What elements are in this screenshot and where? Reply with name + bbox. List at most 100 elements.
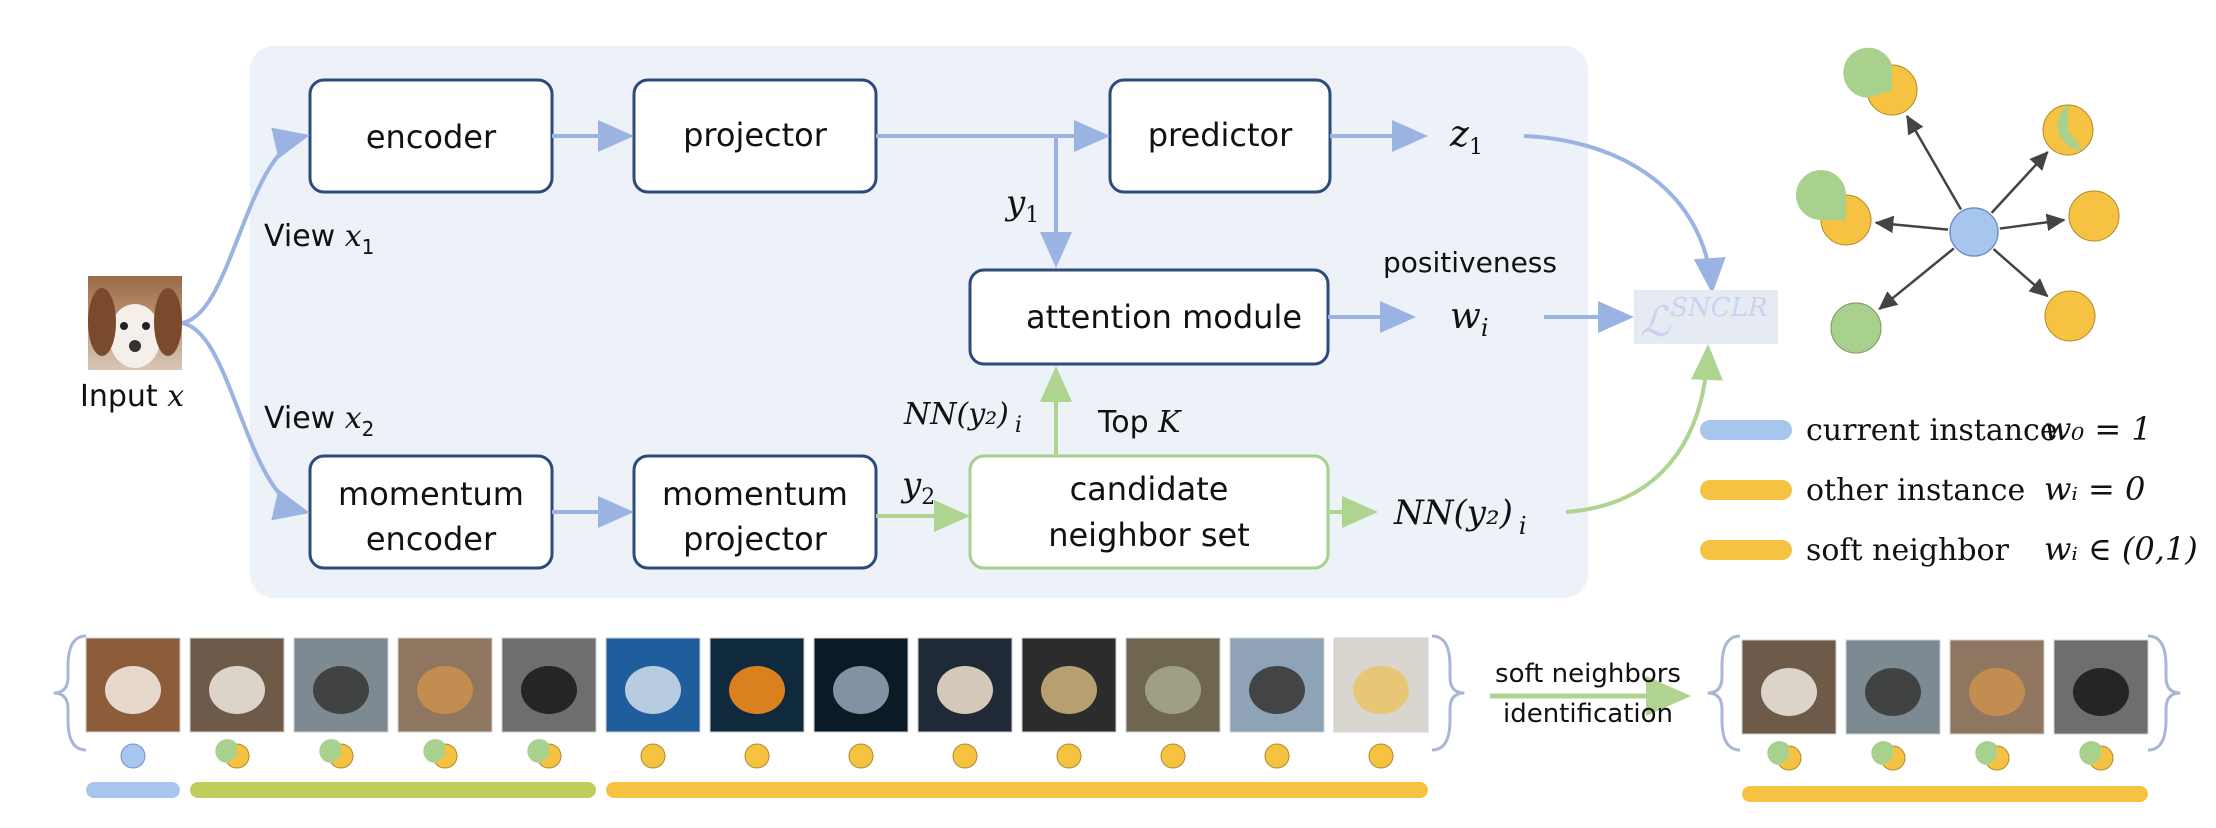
thumbnail-seal <box>293 637 389 733</box>
bar-selected <box>1742 786 2148 802</box>
legend-weight: wᵢ ∈ (0,1) <box>2044 530 2198 568</box>
legend-label: other instance <box>1806 473 2025 508</box>
graph-node-green <box>1830 302 1882 354</box>
attention-module-label: attention module <box>1026 298 1302 336</box>
graph-edge <box>1992 248 2049 298</box>
momentum-projector-label-1: momentum <box>662 475 848 513</box>
positiveness-label: positiveness <box>1383 246 1557 279</box>
pie-selected-soft <box>1871 741 1906 771</box>
thumbnail-seal <box>1845 639 1941 735</box>
pie-other <box>1264 743 1290 769</box>
loss-symbol: ℒSNCLR <box>1640 293 1768 346</box>
legend-weight: wᵢ = 0 <box>2044 470 2145 508</box>
pie-other <box>1056 743 1082 769</box>
thumbnail-bicycle <box>1229 637 1325 733</box>
brace <box>53 634 87 752</box>
input-x-label: Input x <box>80 379 184 414</box>
top-k-label: Top K <box>1097 405 1182 440</box>
brace <box>1431 634 1465 752</box>
y2-label: y2 <box>900 465 935 510</box>
graph-edge <box>1999 213 2066 231</box>
thumbnail-dog <box>85 637 181 733</box>
thumbnail-goldfish <box>709 637 805 733</box>
bar-current <box>86 782 180 798</box>
momentum-projector-box: momentum projector <box>632 454 878 570</box>
bar-soft <box>190 782 596 798</box>
predictor-label: predictor <box>1148 116 1293 154</box>
thumbnail-deer <box>397 637 493 733</box>
pie-selected-soft <box>1975 741 2010 771</box>
nn-top-label: NN(y₂) i <box>903 397 1022 438</box>
pie-soft <box>423 739 458 769</box>
projector-box: projector <box>632 78 878 194</box>
pie-other <box>952 743 978 769</box>
projector-label: projector <box>683 116 828 154</box>
graph-node-other <box>2068 190 2120 242</box>
pie-other <box>848 743 874 769</box>
graph-center-node <box>1949 207 1999 257</box>
graph-node-soft <box>2042 104 2094 156</box>
bar-other <box>606 782 1428 798</box>
thumbnail-fish <box>1021 637 1117 733</box>
y1-label: y1 <box>1004 183 1039 228</box>
view-x1-label: View x1 <box>264 219 374 259</box>
candidate-label-2: neighbor set <box>1048 516 1250 554</box>
soft-neighbors-label-1: soft neighbors <box>1495 659 1681 689</box>
brace <box>2147 634 2181 752</box>
predictor-box: predictor <box>1108 78 1332 194</box>
graph-edge <box>1905 114 1963 211</box>
legend-weight: w₀ = 1 <box>2044 410 2152 448</box>
thumbnail-rottweiler <box>501 637 597 733</box>
candidate-neighbor-set-box: candidate neighbor set <box>968 454 1330 570</box>
pie-selected-soft <box>1767 741 1802 771</box>
thumbnail-trout <box>1125 637 1221 733</box>
legend-label: soft neighbor <box>1806 533 2010 568</box>
graph-node-soft <box>1796 170 1872 246</box>
thumbnail-dessert <box>1333 637 1429 733</box>
pie-soft <box>319 739 354 769</box>
thumbnail-puppy <box>189 637 285 733</box>
thumbnail-shark <box>605 637 701 733</box>
graph-node-other <box>2044 290 2096 342</box>
momentum-encoder-label-1: momentum <box>338 475 524 513</box>
thumbnail-rottweiler <box>2053 639 2149 735</box>
pie-other <box>1368 743 1394 769</box>
legend-label: current instance <box>1806 413 2058 448</box>
view-x2-label: View x2 <box>264 401 374 441</box>
thumbnail-dolphin <box>813 637 909 733</box>
thumbnail-deer <box>1949 639 2045 735</box>
blue-flow-arrows <box>179 120 1726 528</box>
green-flow-arrows <box>876 344 1723 532</box>
graph-edge <box>1878 247 1955 311</box>
momentum-encoder-label-2: encoder <box>366 520 497 558</box>
pie-other <box>640 743 666 769</box>
thumbnail-hand <box>917 637 1013 733</box>
neighbor-graph <box>1796 47 2120 354</box>
graph-node-soft <box>1843 47 1918 116</box>
nn-out-label: NN(y₂) i <box>1393 493 1527 540</box>
momentum-encoder-box: momentum encoder <box>308 454 554 570</box>
momentum-projector-label-2: projector <box>683 520 828 558</box>
pie-soft <box>527 739 562 769</box>
pie-current <box>120 743 146 769</box>
loss-box: ℒSNCLR <box>1634 290 1778 346</box>
brace <box>1707 634 1741 752</box>
z1-label: z1 <box>1449 114 1483 160</box>
attention-module-box: attention module <box>968 268 1330 366</box>
encoder-label: encoder <box>366 118 497 156</box>
wi-label: wi <box>1450 296 1489 342</box>
pie-selected-soft <box>2079 741 2114 771</box>
pie-soft <box>215 739 250 769</box>
thumbnail-puppy <box>1741 639 1837 735</box>
soft-neighbors-label-2: identification <box>1503 699 1673 729</box>
graph-edge <box>1990 151 2049 214</box>
graph-edge <box>1874 215 1949 234</box>
pie-other <box>744 743 770 769</box>
candidate-label-1: candidate <box>1070 470 1229 508</box>
legend-item: soft neighbor wᵢ ∈ (0,1) <box>1700 530 2198 568</box>
input-image <box>88 276 182 370</box>
pie-other <box>1160 743 1186 769</box>
image-gallery <box>53 634 2181 802</box>
